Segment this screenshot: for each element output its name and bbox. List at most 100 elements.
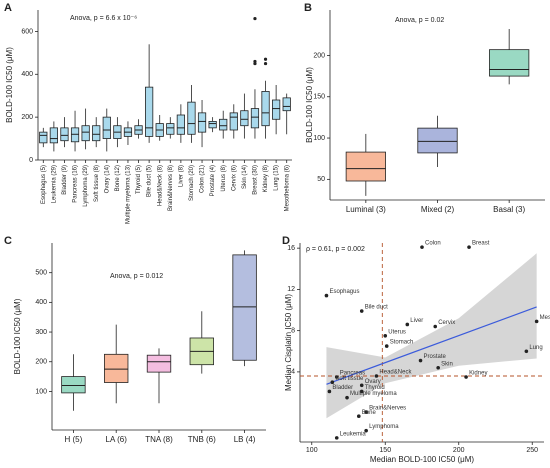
box	[92, 125, 101, 142]
panel-letter: D	[282, 235, 290, 247]
box	[489, 49, 530, 77]
point-label: Thyroid	[365, 385, 385, 391]
point-label: Uterus	[388, 329, 406, 335]
box	[417, 127, 458, 154]
outlier	[253, 16, 257, 21]
x-tick-label: TNA (8)	[145, 435, 173, 444]
point	[383, 333, 388, 338]
x-tick-label: Bladder (9)	[62, 165, 68, 195]
x-tick-label: Ovary (14)	[104, 165, 110, 193]
x-tick-label: Mixed (2)	[421, 205, 455, 214]
annotation: Anova, p = 0.012	[110, 273, 163, 280]
point	[330, 380, 335, 384]
point-label: Brain&Nerves	[369, 406, 406, 412]
box	[282, 97, 291, 112]
y-tick-label: 50	[317, 176, 325, 183]
panel-letter: B	[304, 2, 312, 14]
box	[176, 114, 185, 135]
y-axis-title: BOLD-100 IC50 (μM)	[5, 47, 14, 123]
x-tick-label: Head&Neck (8)	[157, 165, 163, 206]
panel-letter: A	[4, 2, 12, 14]
point-label: Head&Neck	[379, 370, 412, 376]
point-label: Esophagus	[329, 289, 359, 295]
point-label: Ovary	[365, 379, 381, 385]
x-tick-label: Breast (30)	[253, 165, 259, 195]
point	[418, 358, 423, 363]
x-tick-label: Prostate (4)	[210, 165, 216, 196]
y-tick-label: 16	[287, 245, 295, 252]
x-axis-title: Median BOLD-100 IC50 (μM)	[370, 455, 475, 464]
point	[384, 344, 389, 348]
point	[324, 293, 329, 298]
point-label: Pancreas	[340, 371, 365, 377]
point	[364, 428, 368, 433]
x-tick-label: Kidney (8)	[263, 165, 269, 192]
box	[345, 151, 386, 182]
point	[374, 374, 379, 378]
x-tick-label: Bile duct (5)	[147, 165, 153, 197]
y-tick-label: 12	[287, 286, 295, 293]
x-tick-label: Luminal (3)	[346, 205, 386, 214]
x-tick-label: Cervix (6)	[231, 165, 237, 191]
annotation: Anova, p = 0.02	[395, 17, 444, 24]
x-tick-label: Pancreas (16)	[73, 165, 79, 203]
point	[356, 414, 361, 419]
point-label: Stomach	[390, 340, 414, 346]
y-tick-label: 4	[291, 369, 295, 376]
point	[359, 309, 364, 313]
x-tick-label: 150	[379, 447, 391, 454]
box	[146, 354, 172, 373]
point-label: Bladder	[332, 385, 353, 391]
box	[49, 127, 58, 144]
y-axis-title: BOLD-100 IC50 (μM)	[13, 298, 22, 374]
annotation: ρ = 0.61, p = 0.002	[306, 246, 365, 253]
point-label: Lymphoma	[369, 424, 399, 430]
box	[166, 123, 175, 135]
y-tick-label: 8	[291, 327, 295, 334]
x-tick-label: Mesothelioma (6)	[284, 165, 290, 211]
box	[61, 376, 86, 394]
x-tick-label: Esophagus (5)	[41, 165, 47, 204]
x-tick-label: Uterus (8)	[221, 165, 227, 192]
point	[524, 349, 529, 354]
y-tick-label: 300	[35, 329, 47, 336]
y-tick-label: 600	[21, 28, 33, 35]
y-tick-label: 200	[313, 52, 325, 59]
box	[240, 110, 249, 127]
box	[187, 101, 196, 135]
point-label: Bile duct	[365, 305, 388, 311]
box	[232, 254, 257, 361]
x-tick-label: 200	[453, 447, 465, 454]
point	[534, 319, 539, 324]
point-label: Colon	[425, 241, 441, 247]
point	[364, 410, 368, 414]
point	[420, 245, 424, 249]
y-tick-label: 100	[35, 388, 47, 395]
confidence-band	[326, 253, 537, 419]
x-tick-label: Stomach (20)	[189, 165, 195, 201]
x-tick-label: Thyroid (5)	[136, 165, 142, 194]
x-tick-label: Brain&Nerves (8)	[168, 165, 174, 211]
point-label: Kidney	[469, 371, 487, 377]
point-label: Prostate	[424, 354, 447, 360]
panel-letter: C	[4, 235, 12, 247]
y-tick-label: 100	[313, 135, 325, 142]
box	[229, 112, 238, 131]
point-label: Breast	[472, 241, 490, 247]
point-label: Multiple myeloma	[350, 391, 397, 397]
point	[345, 395, 349, 400]
box	[145, 86, 154, 137]
box	[104, 353, 129, 383]
point	[327, 389, 332, 394]
box	[81, 125, 90, 142]
point-label: Cervix	[438, 320, 455, 326]
point-label: Skin	[441, 361, 453, 367]
fit-line	[326, 306, 537, 385]
x-tick-label: LB (4)	[234, 435, 256, 444]
box	[219, 118, 228, 131]
y-tick-label: 400	[21, 71, 33, 78]
x-tick-label: 250	[526, 447, 538, 454]
y-tick-label: 150	[313, 94, 325, 101]
box	[39, 131, 48, 144]
